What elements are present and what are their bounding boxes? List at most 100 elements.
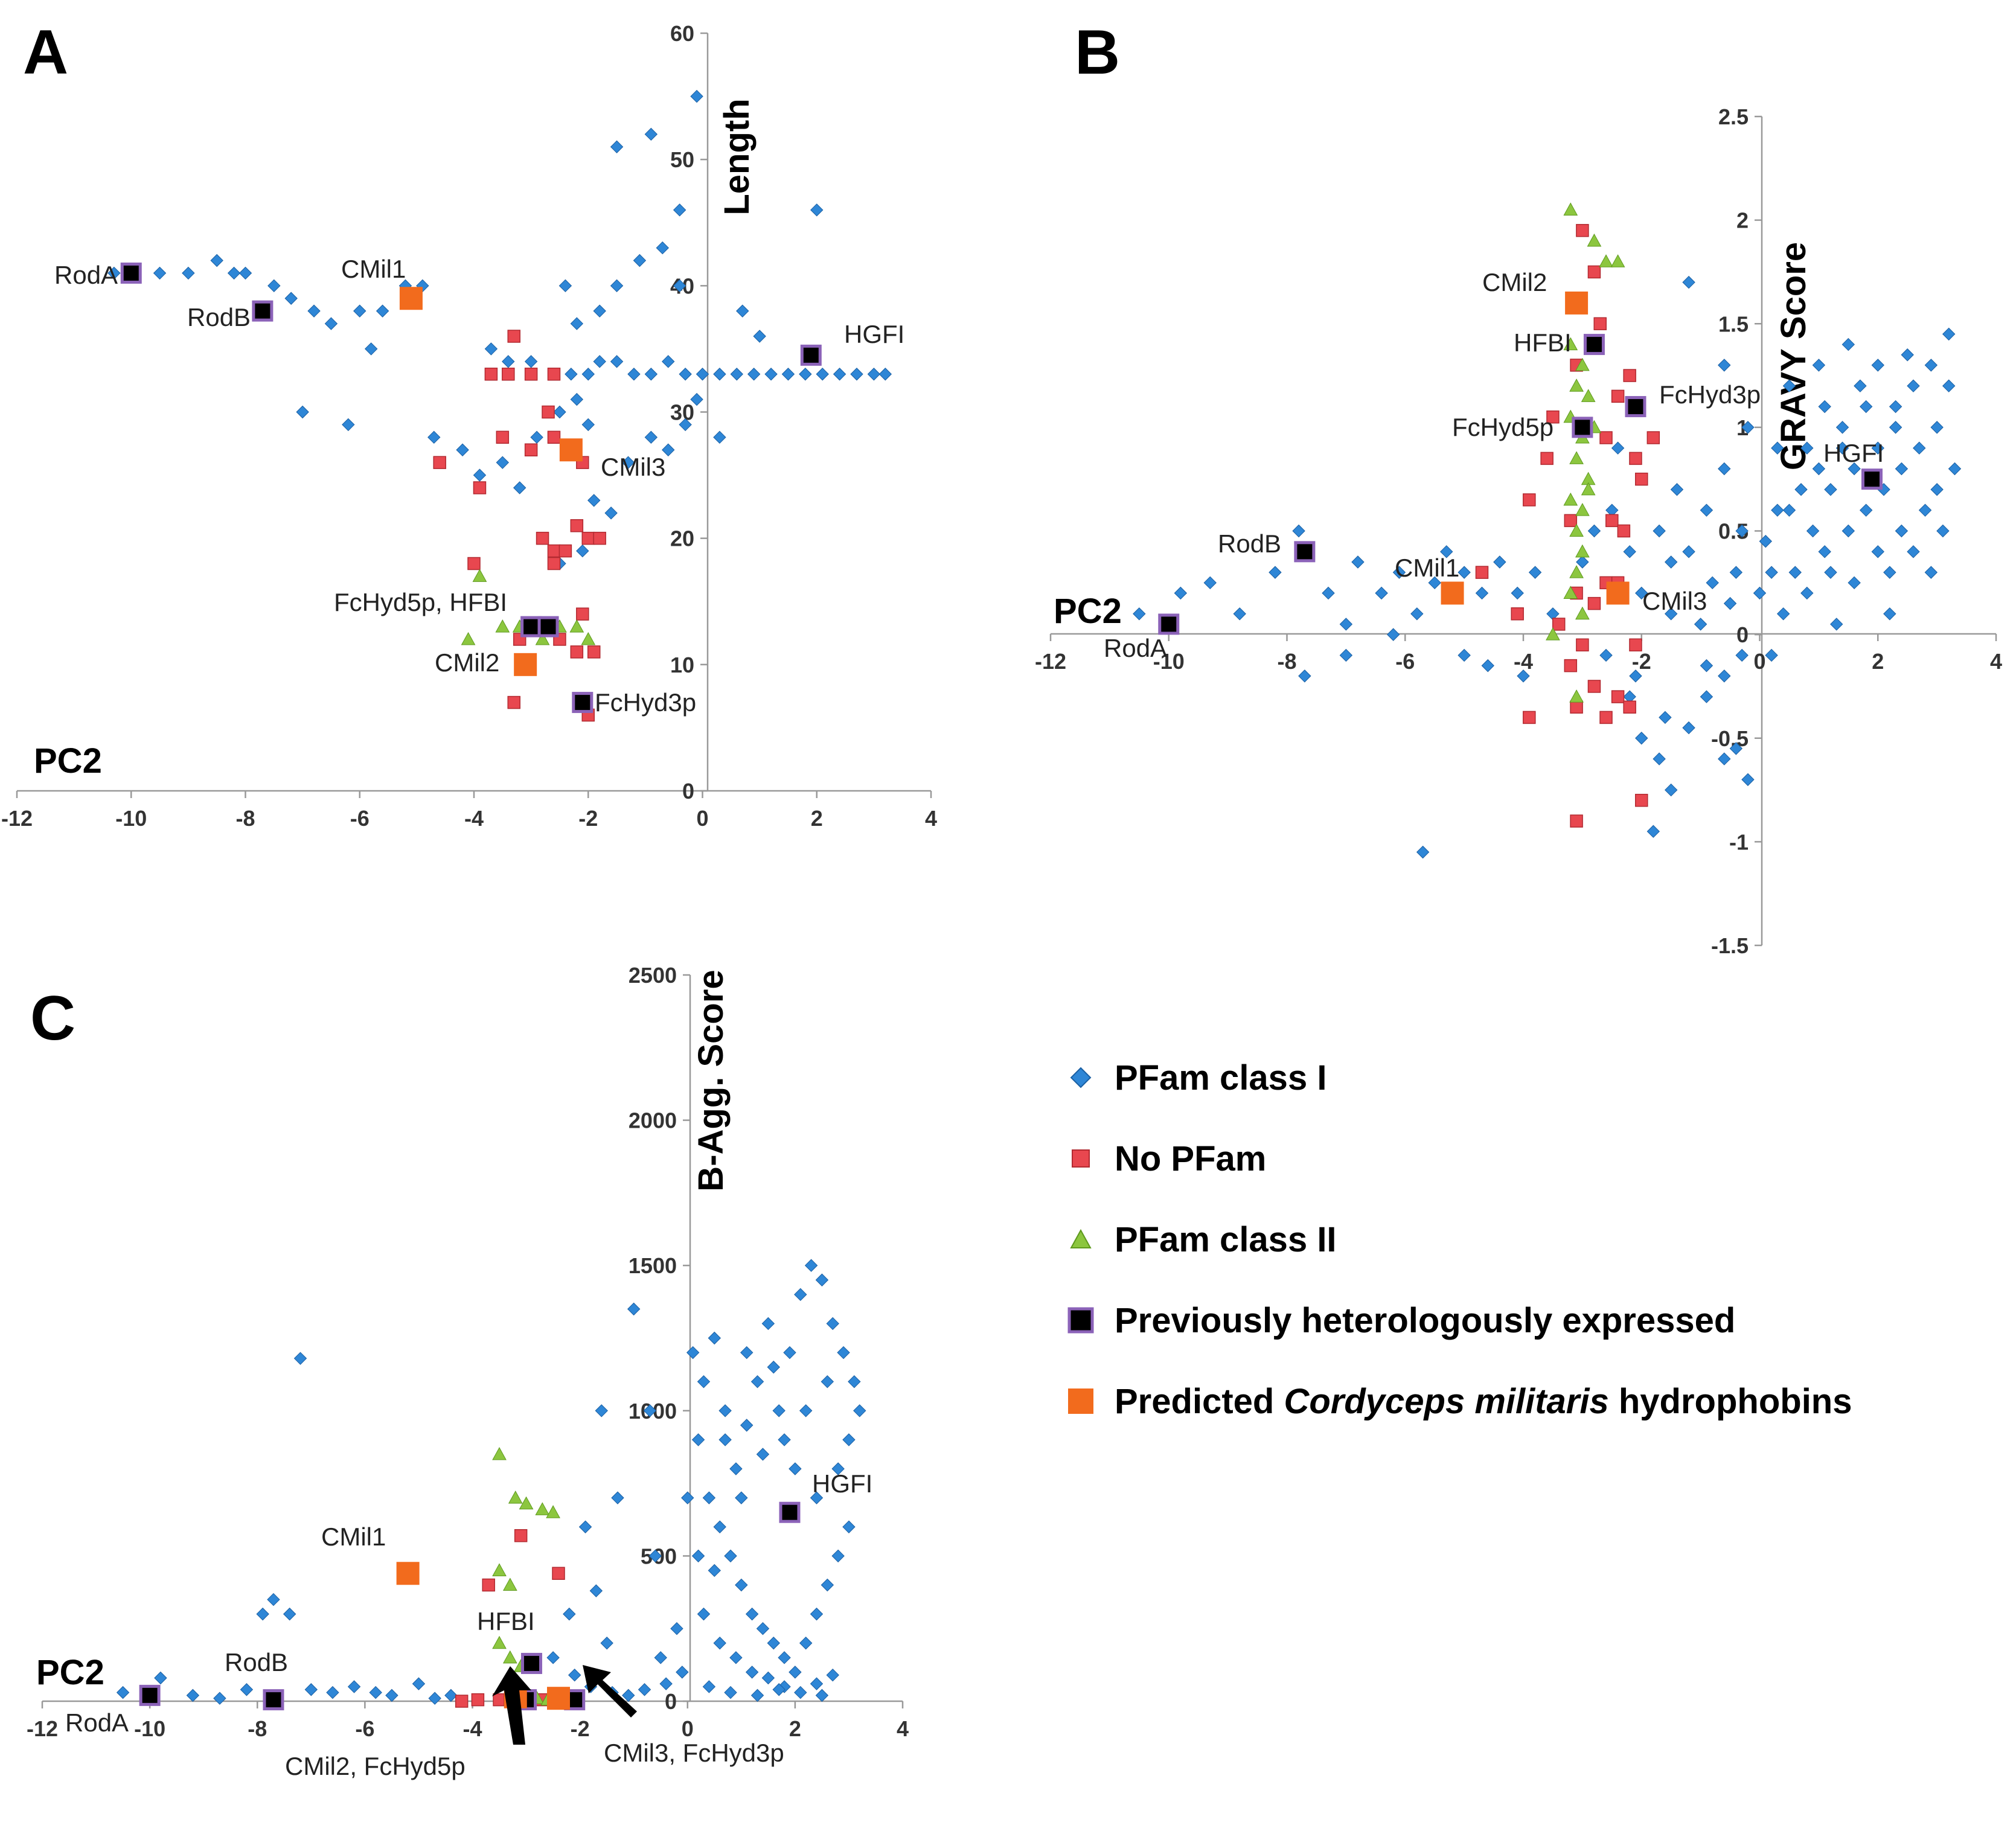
point-annotation: CMil1 <box>1395 554 1459 582</box>
data-point <box>794 1686 807 1699</box>
panel-a: A-12-10-8-6-4-20240102030405060LengthPC2… <box>1 18 937 831</box>
data-point <box>1670 483 1684 496</box>
data-point <box>1233 607 1246 621</box>
panel-letter: C <box>30 983 75 1053</box>
data-point <box>1653 524 1666 538</box>
data-point <box>581 531 595 545</box>
x-tick-label: -4 <box>462 1716 482 1741</box>
y-tick-label: 60 <box>670 21 694 46</box>
data-point <box>502 1650 517 1664</box>
data-point <box>576 607 589 621</box>
labeled-point <box>537 616 559 637</box>
data-point <box>1563 337 1578 351</box>
data-point <box>1623 369 1636 382</box>
data-point <box>1848 576 1861 590</box>
point-annotation: RodB <box>1218 529 1281 558</box>
x-tick-label: -6 <box>355 1716 374 1741</box>
data-point <box>1611 389 1625 403</box>
data-point <box>568 1668 581 1682</box>
arrow-icon <box>583 1665 637 1718</box>
data-point <box>1718 462 1731 476</box>
data-point <box>1599 254 1613 267</box>
data-point <box>1901 348 1914 362</box>
data-point <box>867 368 881 381</box>
data-point <box>621 456 635 469</box>
data-point <box>238 266 252 280</box>
data-point <box>364 342 378 356</box>
data-point <box>482 1578 495 1592</box>
x-tick-label: -10 <box>134 1716 165 1741</box>
labeled-point <box>139 1684 161 1706</box>
data-point <box>745 1666 759 1679</box>
data-point <box>1428 576 1441 590</box>
data-point <box>1546 410 1560 424</box>
data-point <box>154 1671 167 1685</box>
data-point <box>1718 752 1731 765</box>
data-point <box>1664 783 1678 797</box>
data-point <box>761 1671 775 1685</box>
data-point <box>1611 690 1625 703</box>
data-point <box>1883 566 1896 579</box>
square-icon <box>1063 1140 1099 1177</box>
x-tick-label: 4 <box>897 1716 909 1741</box>
data-point <box>227 266 241 280</box>
labeled-point <box>1158 613 1180 635</box>
data-point <box>878 368 892 381</box>
data-point <box>535 631 550 645</box>
data-point <box>326 1686 339 1699</box>
data-point <box>353 304 366 318</box>
data-point <box>1700 659 1714 673</box>
data-point <box>1174 586 1188 600</box>
data-point <box>1576 555 1589 569</box>
data-point <box>1569 689 1584 703</box>
data-point <box>676 1666 689 1679</box>
data-point <box>210 254 223 267</box>
data-point <box>756 1622 770 1635</box>
data-point <box>794 1288 807 1302</box>
data-point <box>821 1578 834 1592</box>
data-point <box>519 1496 534 1510</box>
data-point <box>644 368 658 381</box>
data-point <box>496 456 510 469</box>
x-axis-label: PC2 <box>36 1653 104 1692</box>
data-point <box>1830 618 1843 631</box>
data-point <box>850 368 863 381</box>
data-point <box>1564 514 1578 528</box>
data-point <box>789 1666 802 1679</box>
x-axis-label: PC2 <box>1054 592 1122 631</box>
x-tick-label: 2 <box>811 806 823 831</box>
data-point <box>1871 545 1884 558</box>
data-point <box>1759 534 1772 548</box>
data-point <box>610 140 624 153</box>
labeled-point <box>1861 468 1883 490</box>
data-point <box>718 1404 732 1417</box>
x-tick-label: 0 <box>682 1716 694 1741</box>
y-axis-label: GRAVY Score <box>1774 242 1813 470</box>
data-point <box>810 1677 824 1690</box>
data-point <box>1576 638 1589 652</box>
data-point <box>267 1593 280 1606</box>
data-point <box>656 241 669 255</box>
point-annotation: CMil3, FcHyd3p <box>604 1739 784 1767</box>
data-point <box>1924 359 1938 372</box>
data-point <box>713 1520 726 1533</box>
labeled-point <box>572 692 594 714</box>
data-point <box>1646 431 1660 444</box>
x-tick-label: -8 <box>1277 649 1296 674</box>
data-point <box>283 1607 296 1621</box>
data-point <box>627 368 641 381</box>
data-point <box>1587 233 1602 247</box>
data-point <box>1458 566 1471 579</box>
data-point <box>595 1404 608 1417</box>
data-point <box>1635 472 1648 486</box>
data-point <box>1575 606 1590 620</box>
data-point <box>708 1564 721 1577</box>
data-point <box>1546 627 1560 641</box>
labeled-points <box>139 1501 801 1711</box>
data-point <box>471 1693 485 1707</box>
data-point <box>581 418 595 432</box>
data-point <box>1682 275 1695 289</box>
y-tick-label: 0 <box>682 779 694 804</box>
legend-item-pred: Predicted Cordyceps militaris hydrophobi… <box>1063 1361 1852 1442</box>
